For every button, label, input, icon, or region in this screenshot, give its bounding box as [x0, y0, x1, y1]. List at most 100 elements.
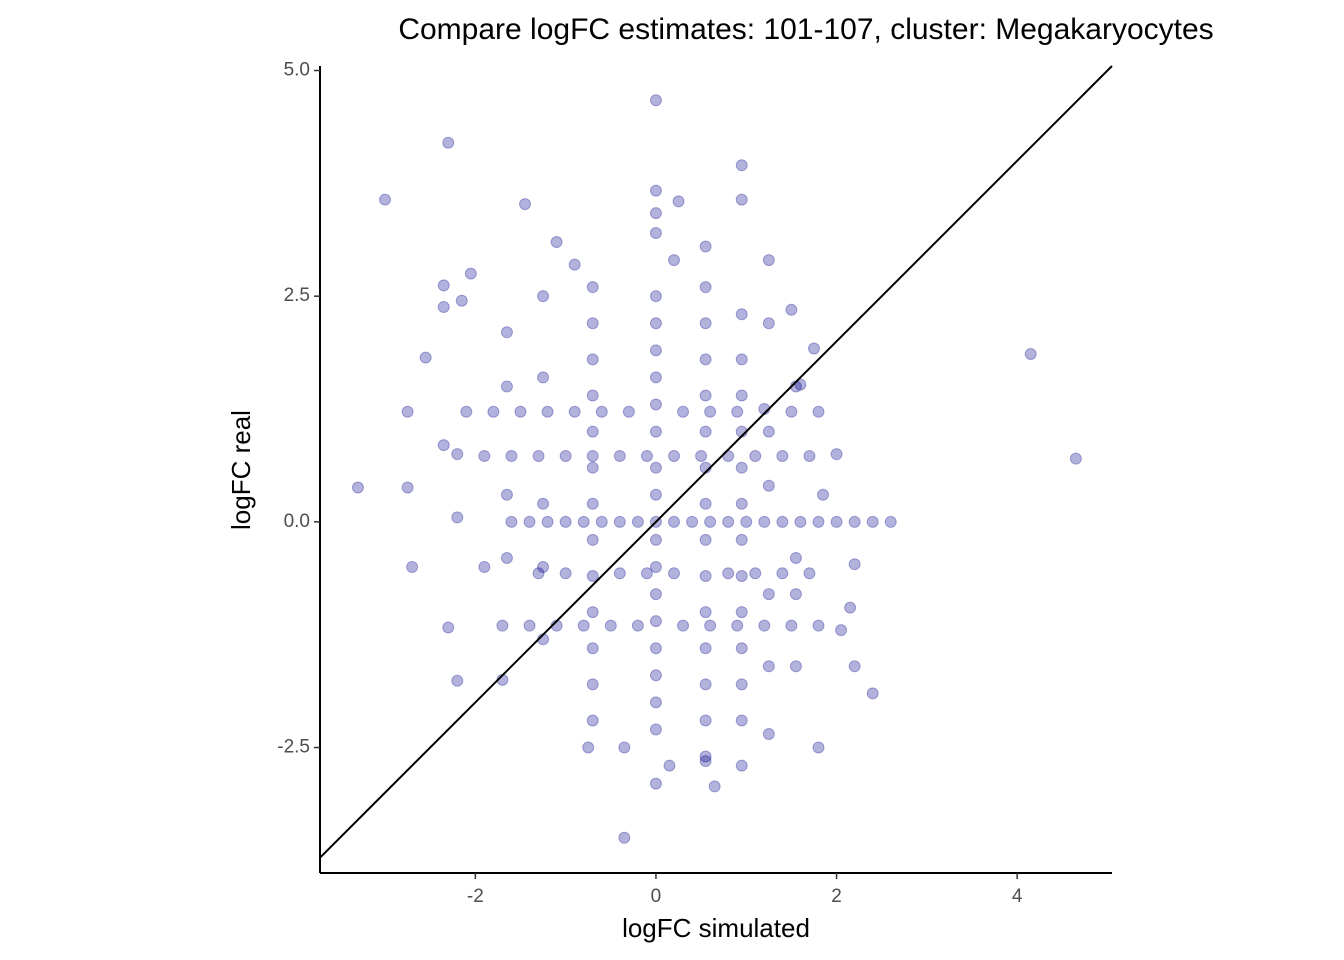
point — [735, 642, 748, 655]
point — [451, 448, 464, 461]
point — [586, 678, 599, 691]
point — [672, 195, 685, 208]
point — [812, 405, 825, 418]
point — [586, 449, 599, 462]
point — [699, 755, 712, 768]
point — [762, 254, 775, 267]
point — [762, 317, 775, 330]
point — [789, 588, 802, 601]
point — [613, 567, 626, 580]
point — [1069, 452, 1082, 465]
point — [699, 606, 712, 619]
point — [731, 405, 744, 418]
point — [649, 94, 662, 107]
point — [595, 405, 608, 418]
point — [586, 606, 599, 619]
point — [613, 449, 626, 462]
point — [848, 660, 861, 673]
point — [785, 619, 798, 632]
point — [505, 449, 518, 462]
point — [631, 515, 644, 528]
point — [401, 481, 414, 494]
point — [649, 723, 662, 736]
point — [451, 511, 464, 524]
point — [735, 678, 748, 691]
point — [663, 759, 676, 772]
point — [442, 621, 455, 634]
x-tick-label: -2 — [467, 886, 484, 907]
point — [668, 449, 681, 462]
point — [586, 425, 599, 438]
point — [649, 777, 662, 790]
point — [699, 317, 712, 330]
point — [699, 425, 712, 438]
point — [401, 405, 414, 418]
point — [803, 567, 816, 580]
chart-title: Compare logFC estimates: 101-107, cluste… — [398, 13, 1213, 46]
point — [478, 449, 491, 462]
point — [586, 353, 599, 366]
point — [740, 515, 753, 528]
point — [668, 254, 681, 267]
point — [500, 488, 513, 501]
point — [803, 449, 816, 462]
point — [649, 488, 662, 501]
point — [586, 389, 599, 402]
point — [677, 405, 690, 418]
point — [455, 294, 468, 307]
point — [640, 449, 653, 462]
point — [550, 236, 563, 249]
point — [735, 533, 748, 546]
point — [631, 619, 644, 632]
point — [451, 674, 464, 687]
point — [812, 515, 825, 528]
point — [559, 567, 572, 580]
point — [514, 405, 527, 418]
point — [649, 317, 662, 330]
point — [708, 780, 721, 793]
point — [464, 267, 477, 280]
point — [848, 558, 861, 571]
point — [866, 687, 879, 700]
point — [487, 405, 500, 418]
point — [762, 660, 775, 673]
point — [735, 159, 748, 172]
point — [848, 515, 861, 528]
point — [722, 567, 735, 580]
point — [518, 198, 531, 211]
point — [844, 601, 857, 614]
point — [649, 226, 662, 239]
point — [649, 371, 662, 384]
point — [532, 449, 545, 462]
point — [699, 389, 712, 402]
point — [807, 342, 820, 355]
point — [762, 479, 775, 492]
point — [677, 619, 690, 632]
point — [496, 619, 509, 632]
point — [749, 449, 762, 462]
point — [776, 567, 789, 580]
point — [604, 619, 617, 632]
point — [559, 449, 572, 462]
point — [437, 279, 450, 292]
point — [577, 515, 590, 528]
point — [442, 136, 455, 149]
point — [699, 281, 712, 294]
point — [699, 533, 712, 546]
point — [586, 533, 599, 546]
point — [704, 405, 717, 418]
point — [649, 344, 662, 357]
point — [699, 750, 712, 763]
point — [649, 461, 662, 474]
x-tick-label: 0 — [651, 886, 662, 907]
point — [735, 193, 748, 206]
point — [586, 642, 599, 655]
point — [785, 303, 798, 316]
point — [618, 831, 631, 844]
x-tick-label: 4 — [1012, 886, 1023, 907]
point — [789, 551, 802, 564]
point — [735, 714, 748, 727]
point — [541, 405, 554, 418]
point — [351, 481, 364, 494]
point — [586, 714, 599, 727]
